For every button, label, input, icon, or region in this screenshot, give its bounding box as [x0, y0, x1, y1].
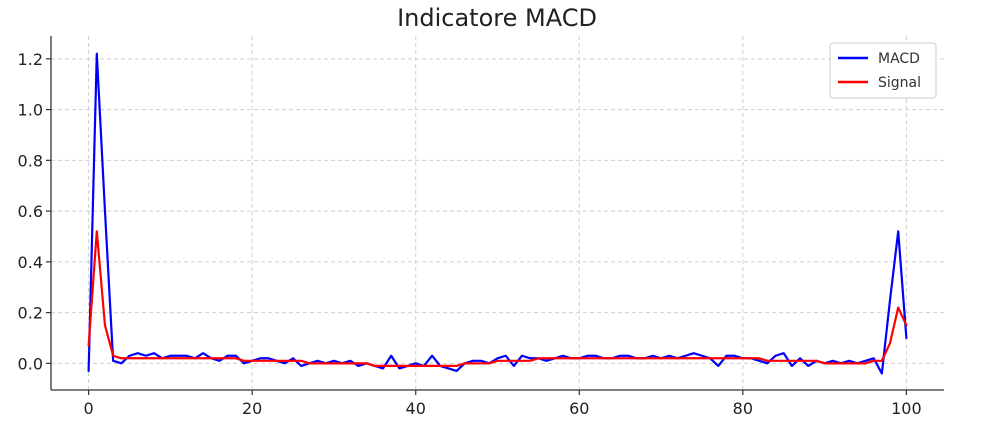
legend-label-macd: MACD	[878, 51, 920, 67]
x-tick-label: 60	[569, 399, 589, 418]
y-tick-label: 0.6	[18, 202, 43, 221]
axes	[50, 36, 944, 391]
series-lines	[87, 52, 908, 375]
y-tick-label: 0.0	[18, 354, 43, 373]
y-tick-label: 1.2	[18, 50, 43, 69]
series-line-macd	[87, 52, 908, 375]
x-tick-label: 100	[891, 399, 922, 418]
ticks: 0 20 40 60 80 100 0.0 0.2 0.4 0.6 0.8 1.0 1.2	[18, 50, 922, 418]
x-tick-label: 40	[406, 399, 426, 418]
legend-label-signal: Signal	[878, 75, 921, 91]
y-tick-label: 0.4	[18, 253, 43, 272]
series-line-signal	[87, 230, 908, 367]
x-tick-label: 80	[733, 399, 753, 418]
x-tick-label: 0	[84, 399, 94, 418]
y-tick-label: 0.8	[18, 151, 43, 170]
grid	[51, 36, 944, 390]
legend: MACD Signal	[829, 42, 937, 99]
y-tick-label: 1.0	[18, 101, 43, 120]
x-tick-label: 20	[242, 399, 262, 418]
chart-title: Indicatore MACD	[397, 4, 597, 32]
y-tick-label: 0.2	[18, 304, 43, 323]
